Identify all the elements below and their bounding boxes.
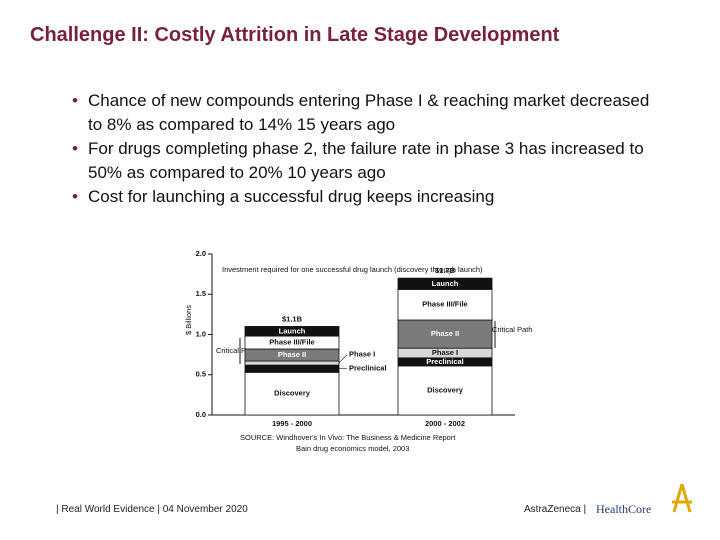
- segment-label: Phase II: [278, 350, 306, 359]
- segment-label: Discovery: [427, 385, 464, 394]
- segment-label: Phase III/File: [422, 300, 467, 309]
- bar-segment: [397, 289, 493, 321]
- segment-label: Preclinical: [426, 357, 464, 366]
- segment-label: Launch: [432, 279, 459, 288]
- footer-text: AstraZeneca |: [524, 504, 587, 515]
- segment-label: Phase I: [432, 348, 458, 357]
- x-tick-label: 1995 - 2000: [272, 419, 312, 428]
- x-tick-label: 2000 - 2002: [425, 419, 465, 428]
- y-tick-label: 0.5: [196, 370, 206, 379]
- y-axis-label: $ Billions: [184, 305, 193, 335]
- bullet: For drugs completing phase 2, the failur…: [72, 137, 652, 185]
- bar-segment: [244, 364, 340, 373]
- bar-segment: [397, 277, 493, 290]
- chart-annotation: Investment required for one successful d…: [222, 265, 483, 274]
- segment-label: Preclinical: [349, 364, 387, 373]
- chart-source: Bain drug economics model, 2003: [296, 444, 409, 453]
- footer-logo: HealthCore: [596, 502, 652, 516]
- leader-line: [338, 354, 348, 364]
- bullet-list: Chance of new compounds entering Phase I…: [72, 89, 652, 209]
- y-tick-label: 1.0: [196, 329, 206, 338]
- chart-annotation: Critical Path: [492, 325, 532, 334]
- y-tick-label: 0.0: [196, 410, 206, 419]
- bar-segment: [244, 371, 340, 416]
- slide-title: Challenge II: Costly Attrition in Late S…: [30, 24, 560, 46]
- bullet: Chance of new compounds entering Phase I…: [72, 89, 652, 137]
- segment-label: Phase III/File: [269, 338, 314, 347]
- segment-label: Discovery: [274, 389, 311, 398]
- chart-source: SOURCE: Windhover's In Vivo: The Busines…: [240, 433, 456, 442]
- total-label: $1.1B: [282, 314, 303, 323]
- segment-label: Phase I: [349, 350, 375, 359]
- bar-segment: [397, 319, 493, 349]
- chart-annotation: Critical Path: [216, 346, 256, 355]
- y-tick-label: 2.0: [196, 249, 206, 258]
- total-label: $1.7B: [435, 266, 456, 275]
- bar-segment: [244, 326, 340, 337]
- bar-segment: [244, 360, 340, 366]
- footer-text: | Real World Evidence | 04 November 2020: [56, 504, 248, 515]
- segment-label: Launch: [279, 326, 306, 335]
- logo-icon: [672, 483, 692, 513]
- y-tick-label: 1.5: [196, 289, 206, 298]
- bullet: Cost for launching a successful drug kee…: [72, 185, 652, 209]
- segment-label: Phase II: [431, 329, 459, 338]
